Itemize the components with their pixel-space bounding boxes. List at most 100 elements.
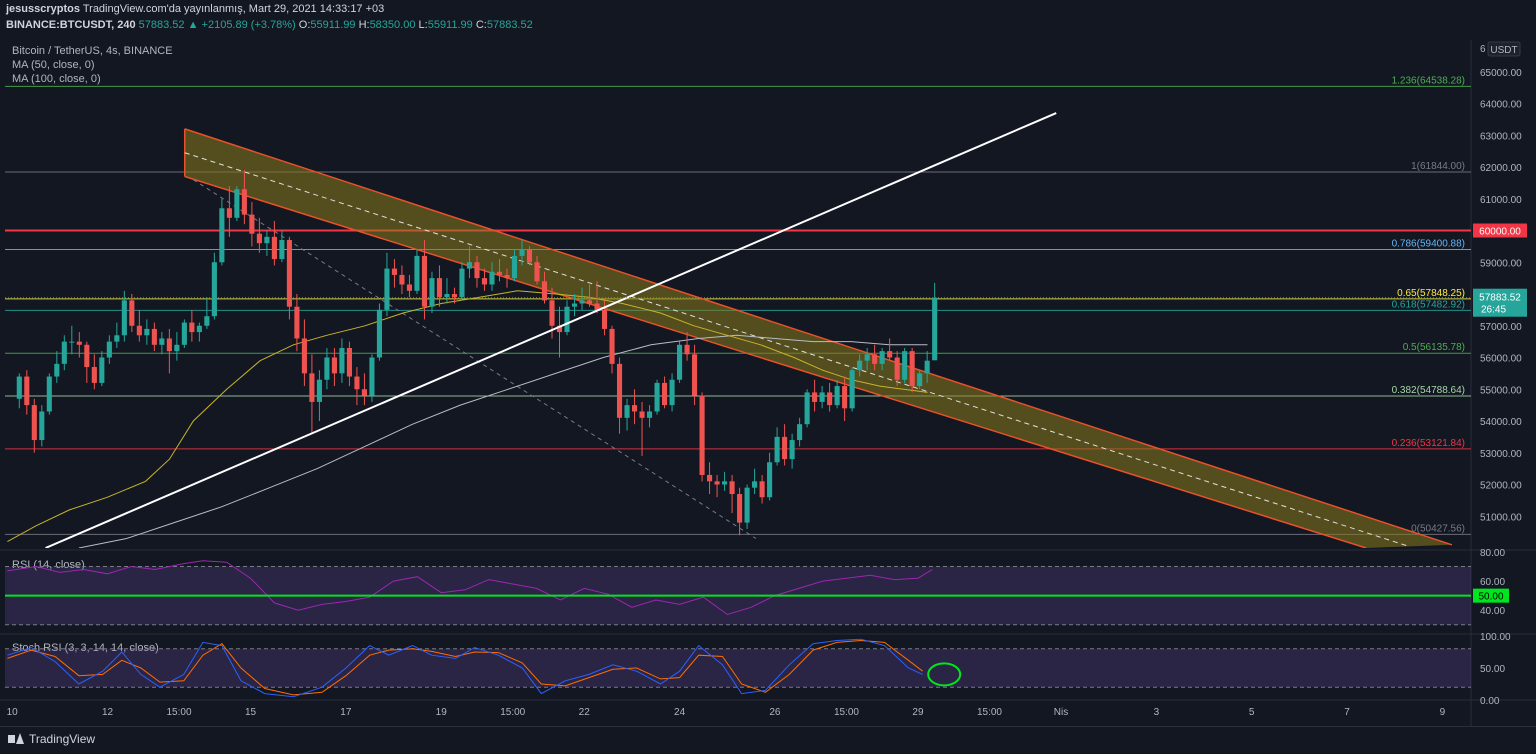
candle xyxy=(616,357,623,434)
username[interactable]: jesusscryptos xyxy=(6,3,80,15)
candle-body xyxy=(429,278,435,307)
main-pane: 1.382(66205.08) 1.236(64538.28) 1(61844.00… xyxy=(5,22,1471,548)
candle-body xyxy=(61,341,67,364)
candle-body xyxy=(759,481,765,498)
time-tick-label: 15:00 xyxy=(500,707,525,718)
candle xyxy=(586,284,593,307)
candle-body xyxy=(684,344,690,355)
candle xyxy=(219,198,225,266)
candle xyxy=(361,373,367,406)
stoch-title: Stoch RSI (3, 3, 14, 14, close) xyxy=(12,642,159,654)
price-tick-label: 63000.00 xyxy=(1480,131,1522,142)
candle-body xyxy=(827,392,833,406)
fib-level-label: 0.65(57848.25) xyxy=(1397,288,1465,299)
candle xyxy=(324,347,330,390)
candle xyxy=(797,417,803,447)
candle xyxy=(759,474,765,504)
price-tick-label: 57000.00 xyxy=(1480,322,1522,333)
symbol-label: BINANCE:BTCUSDT, 240 xyxy=(6,19,136,31)
candle-body xyxy=(722,481,728,485)
last-price-label: 57883.52 xyxy=(1479,293,1521,304)
fib-level-label: 0(50427.56) xyxy=(1411,523,1465,534)
legend-ma50[interactable]: MA (50, close, 0) xyxy=(12,59,95,71)
rsi-tick-label: 60.00 xyxy=(1480,577,1505,588)
fib-level-label: 0.236(53121.84) xyxy=(1392,438,1465,449)
candle-body xyxy=(872,354,878,364)
candle-body xyxy=(264,236,270,244)
candle-body xyxy=(91,367,97,383)
price-change: ▲ +2105.89 (+3.78%) xyxy=(187,19,296,31)
last-price: 57883.52 xyxy=(138,19,185,31)
candle-body xyxy=(737,494,743,523)
candle-body xyxy=(782,436,788,460)
candle xyxy=(451,287,458,304)
fib-level-label: 1.382(66205.08) xyxy=(1392,22,1465,33)
candle-body xyxy=(39,411,45,441)
candle xyxy=(504,268,510,288)
tradingview-logo[interactable]: TradingView xyxy=(8,732,95,746)
candle xyxy=(767,452,773,501)
candle xyxy=(436,265,443,307)
candle xyxy=(699,392,705,482)
candle-body xyxy=(924,360,930,374)
candle xyxy=(729,474,735,514)
ma100-line xyxy=(78,334,928,548)
candle xyxy=(924,351,930,383)
candle-body xyxy=(864,354,870,361)
candle xyxy=(639,401,645,456)
candle-body xyxy=(481,278,488,285)
candle-body xyxy=(31,405,37,441)
candle-body xyxy=(556,325,563,333)
stoch-k-line xyxy=(7,638,923,698)
price-tick-label: 52000.00 xyxy=(1480,481,1522,492)
candle-body xyxy=(399,274,405,285)
candle xyxy=(226,186,232,237)
candle-body xyxy=(414,255,420,291)
candle-body xyxy=(16,376,22,399)
fib-level-label: 0.5(56135.78) xyxy=(1403,342,1465,353)
candle-body xyxy=(151,328,157,345)
time-tick-label: 15:00 xyxy=(166,707,191,718)
fib-level-label: 1.236(64538.28) xyxy=(1392,75,1465,86)
candle-body xyxy=(804,392,810,425)
candle xyxy=(684,332,690,361)
candle xyxy=(737,487,743,536)
candle xyxy=(144,319,150,345)
candle xyxy=(692,344,698,406)
candle xyxy=(571,294,578,317)
time-tick-label: 7 xyxy=(1344,707,1350,718)
candle-body xyxy=(69,341,75,343)
candle-body xyxy=(129,300,135,326)
candle-body xyxy=(459,268,465,298)
candle-body xyxy=(369,357,375,396)
candle xyxy=(129,294,135,333)
candle-body xyxy=(114,335,120,342)
candle-body xyxy=(204,316,210,326)
candle xyxy=(376,303,382,361)
legend-title[interactable]: Bitcoin / TetherUS, 4s, BINANCE xyxy=(12,45,173,57)
candle xyxy=(249,201,255,247)
high-label: H: xyxy=(358,19,370,31)
candle xyxy=(834,379,840,409)
candle xyxy=(421,240,428,320)
candle xyxy=(196,322,202,342)
candle-body xyxy=(669,379,675,406)
candle-body xyxy=(624,405,630,418)
candle-body xyxy=(519,249,525,256)
candle-body xyxy=(887,351,893,358)
time-tick-label: 15:00 xyxy=(977,707,1002,718)
candle-body xyxy=(159,338,165,345)
candle xyxy=(354,367,360,406)
candle xyxy=(106,335,112,364)
chart-svg[interactable]: 1.382(66205.08) 1.236(64538.28) 1(61844.00… xyxy=(0,0,1536,726)
legend-ma100[interactable]: MA (100, close, 0) xyxy=(12,73,101,85)
candle xyxy=(669,373,675,412)
candle xyxy=(534,255,540,285)
candle xyxy=(136,309,142,342)
candle xyxy=(819,386,825,409)
candle-body xyxy=(384,268,390,310)
fib-level-label: 1(61844.00) xyxy=(1411,161,1465,172)
candle xyxy=(384,252,390,317)
last-price-tag xyxy=(1473,288,1527,317)
candle-body xyxy=(789,440,795,460)
